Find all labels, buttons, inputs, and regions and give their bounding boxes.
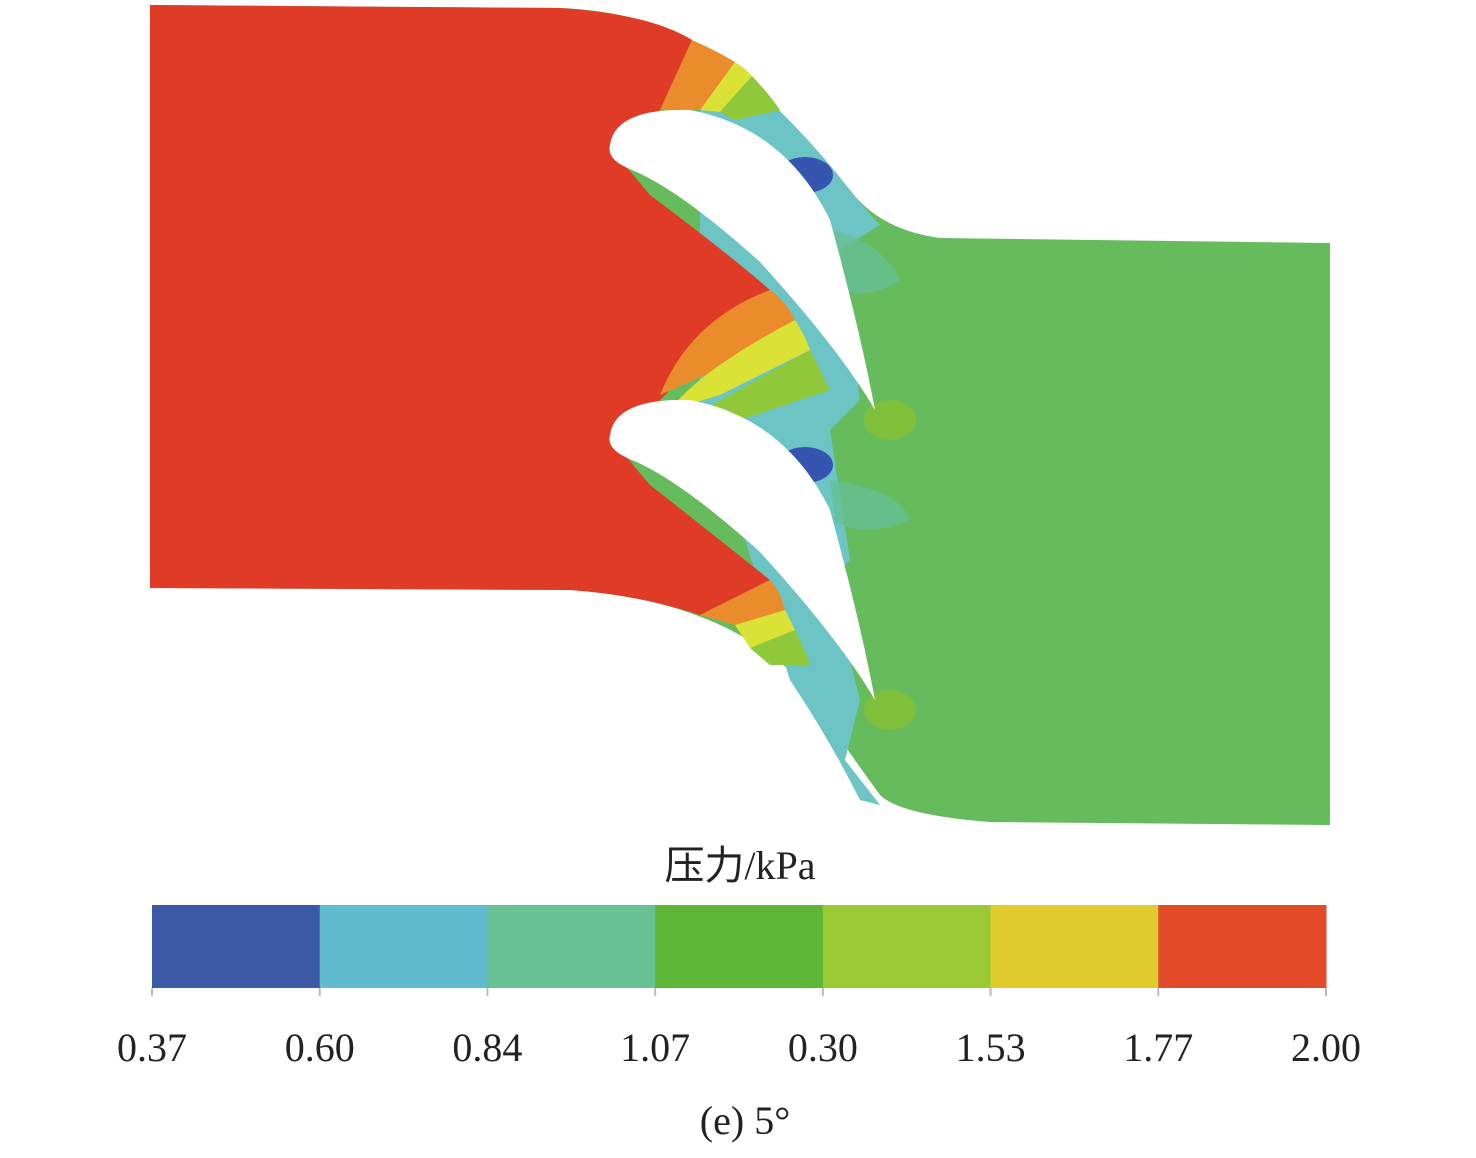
colorbar-tick-label: 0.37 [117,1025,187,1070]
colorbar-tick-label: 2.00 [1291,1025,1361,1070]
colorbar-segment [487,905,656,988]
colorbar-tick-label: 0.30 [788,1025,858,1070]
colorbar-tick-label: 1.07 [620,1025,690,1070]
yellow-band [670,62,810,648]
colorbar-segment [990,905,1159,988]
orange-band [660,40,795,625]
colorbar-tick-label: 1.53 [956,1025,1026,1070]
colorbar-tick-label: 0.60 [285,1025,355,1070]
colorbar-segment [655,905,824,988]
colorbar: 0.37 0.60 0.84 1.07 0.30 1.53 1.77 2.00 [117,905,1361,1070]
colorbar-segment [822,905,992,988]
flow-field [150,5,1330,825]
colorbar-segment [152,905,321,988]
colorbar-tick-label: 1.77 [1123,1025,1193,1070]
colorbar-segment [319,905,488,988]
blade [609,109,875,410]
green-band [700,76,830,665]
colorbar-segment [1158,905,1327,988]
wake-spot [864,400,916,440]
colorbar-tick-label: 0.84 [452,1025,522,1070]
wake-spot [864,690,916,730]
caption: (e) 5° [700,1098,790,1143]
colorbar-title: 压力/kPa [664,843,815,888]
blade [609,399,875,700]
